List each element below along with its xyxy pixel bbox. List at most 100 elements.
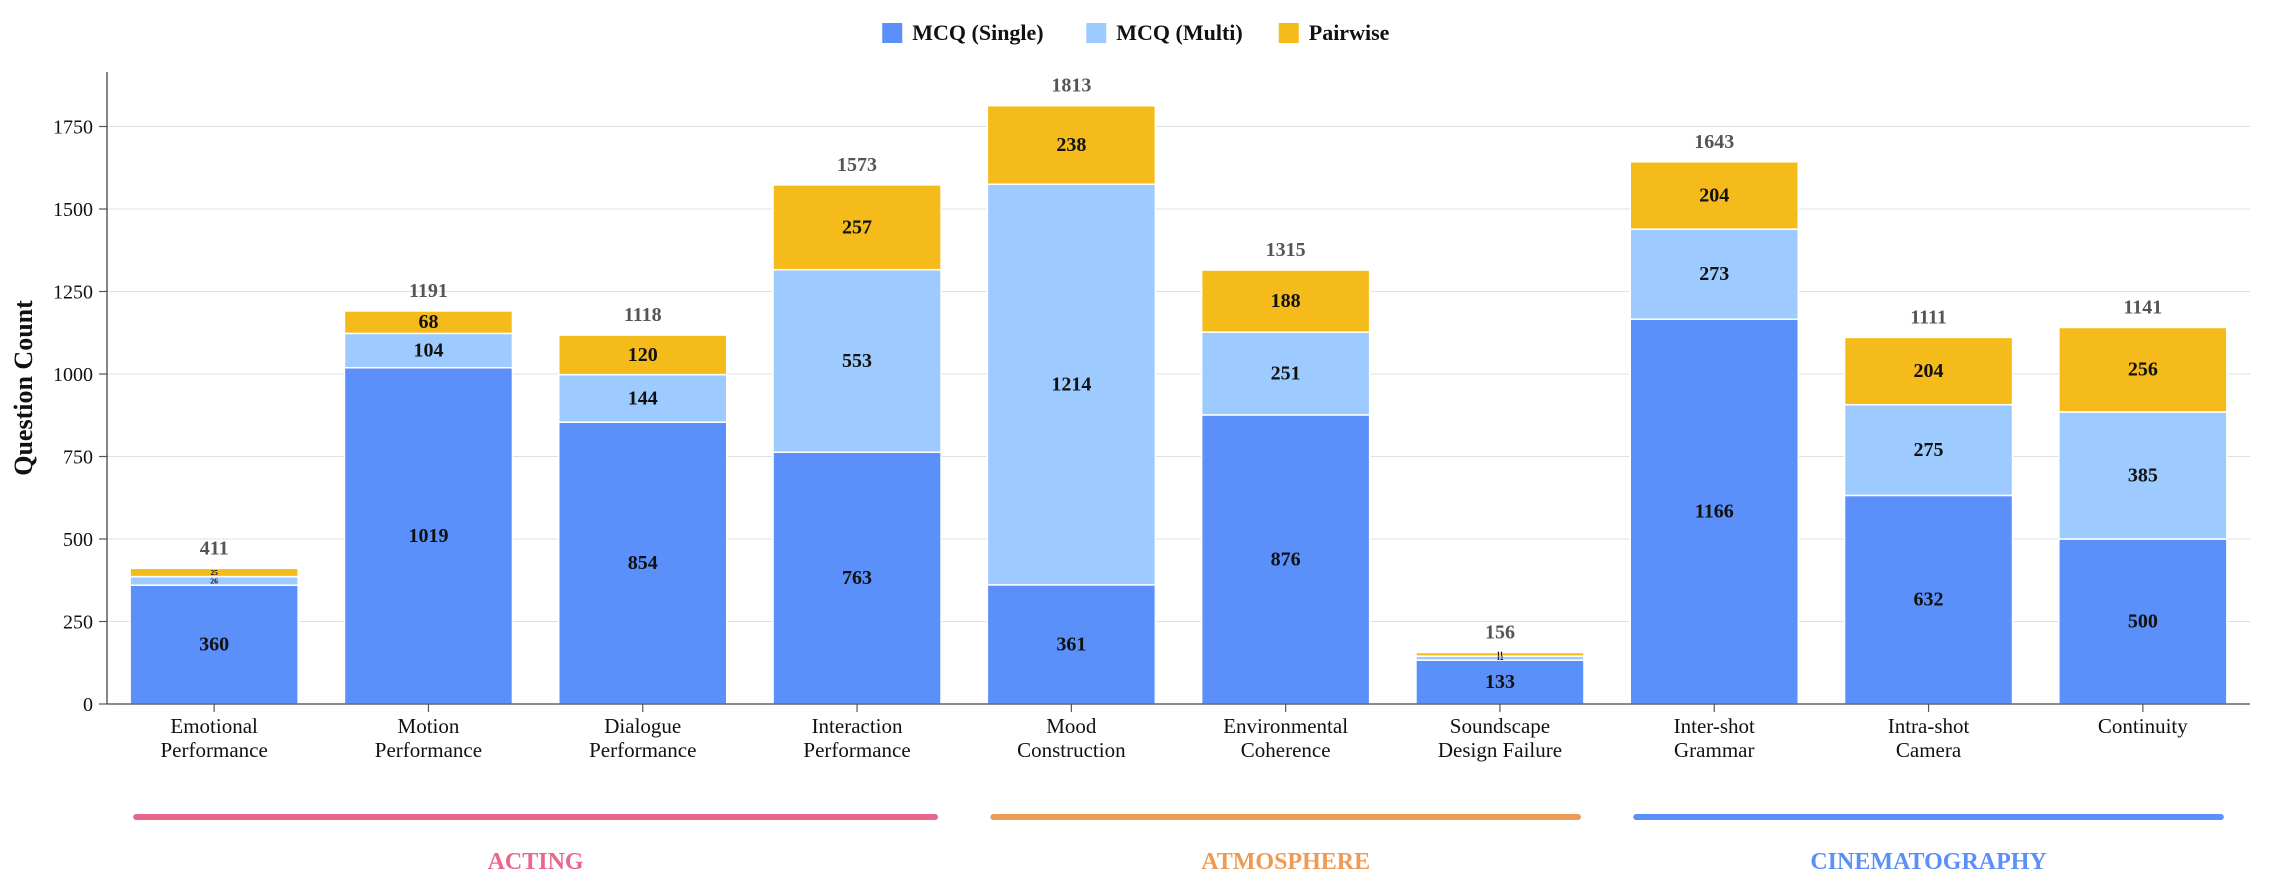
bar-segment (1629, 228, 1799, 320)
bar-total-label: 1813 (1051, 75, 1091, 97)
x-tick-label-line: Performance (589, 738, 696, 762)
x-tick-label-line: Intra-shot (1888, 714, 1970, 738)
legend-label: MCQ (Single) (912, 20, 1043, 45)
x-tick-label: Soundscape Design Failure (1438, 714, 1562, 762)
bar-total-label: 1141 (2123, 296, 2162, 318)
x-tick-label-line: Performance (803, 738, 910, 762)
x-tick-label: Environmental Coherence (1223, 714, 1348, 762)
segment-value-label: 251 (1271, 363, 1301, 385)
segment-value-label: 257 (842, 216, 872, 238)
segment-value-label: 1166 (1695, 501, 1734, 523)
y-tick-label: 250 (63, 612, 93, 634)
x-tick-label: Motion Performance (375, 714, 482, 762)
legend-label: Pairwise (1309, 20, 1390, 45)
chart-legend: MCQ (Single) MCQ (Multi) Pairwise (882, 20, 1390, 45)
x-tick-label-line: Interaction (812, 714, 903, 738)
bar-segment (343, 366, 514, 705)
bar-total-label: 411 (200, 537, 229, 559)
y-tick-label: 1000 (53, 364, 93, 386)
x-tick-label-line: Coherence (1241, 738, 1331, 762)
segment-value-label: 763 (842, 567, 872, 589)
group-label: ACTING (488, 849, 584, 875)
segment-value-label: 1019 (408, 525, 448, 547)
segment-value-label: 275 (1914, 439, 1944, 461)
segment-value-label: 632 (1914, 589, 1944, 611)
segment-value-label: 360 (199, 634, 229, 656)
segment-value-label: 1214 (1051, 374, 1091, 396)
bar-segment (129, 567, 299, 578)
segment-value-label: 553 (842, 350, 872, 372)
bar-segment (772, 184, 942, 271)
bar-segment (1200, 269, 1371, 333)
x-tick-label-line: Continuity (2098, 714, 2188, 738)
category-groups: ACTING ATMOSPHERE CINEMATOGRAPHY (133, 814, 2224, 875)
legend-swatch (1278, 23, 1299, 43)
y-axis-label: Question Count (9, 300, 38, 476)
bar-segment (343, 310, 514, 335)
bar-segment (772, 451, 942, 705)
x-tick-label: Continuity (2098, 714, 2188, 738)
segment-value-label: 120 (628, 344, 658, 366)
group-label: CINEMATOGRAPHY (1810, 849, 2046, 875)
bar-total-label: 1191 (409, 280, 448, 302)
x-tick-label: Inter-shot Grammar (1674, 714, 1755, 762)
segment-value-label: 68 (418, 311, 438, 333)
segment-value-label: 385 (2128, 464, 2158, 486)
bar-segment (1843, 336, 2014, 406)
bar-total-label: 156 (1485, 622, 1515, 644)
segment-value-label: 204 (1699, 184, 1729, 206)
x-tick-label-line: Dialogue (604, 714, 681, 738)
bar-segment (2058, 411, 2228, 540)
x-tick-label-line: Emotional (170, 714, 258, 738)
bar-total-label: 1111 (1910, 306, 1947, 328)
y-tick-label: 1250 (53, 282, 93, 304)
segment-value-label: 133 (1485, 671, 1515, 693)
x-tick-label-line: Camera (1896, 738, 1962, 762)
segment-value-label: 188 (1271, 290, 1301, 312)
bar-segment (986, 104, 1157, 185)
bar-segment (1629, 318, 1799, 705)
y-tick-label: 1500 (53, 199, 93, 221)
bar-segment (2058, 538, 2228, 705)
bar-segment (772, 268, 942, 453)
x-tick-label-line: Inter-shot (1674, 714, 1755, 738)
segment-value-label: 500 (2128, 611, 2158, 633)
segment-value-label: 238 (1056, 134, 1086, 156)
x-tick-label-line: Performance (161, 738, 268, 762)
x-tick-label: Dialogue Performance (589, 714, 696, 762)
bar-segment (1415, 659, 1585, 705)
legend-label: MCQ (Multi) (1116, 20, 1242, 45)
bar-segment (2058, 326, 2228, 413)
x-tick-label-line: Soundscape (1450, 714, 1550, 738)
y-tick-label: 0 (83, 694, 93, 716)
bar-segment (558, 373, 728, 423)
y-tick-label: 500 (63, 529, 93, 551)
x-tick-label: Interaction Performance (803, 714, 910, 762)
bar-segment (986, 183, 1157, 586)
group-label: ATMOSPHERE (1201, 849, 1370, 875)
bar-total-label: 1118 (624, 304, 662, 326)
x-tick-label-line: Environmental (1223, 714, 1348, 738)
x-tick-label-line: Design Failure (1438, 738, 1562, 762)
bar-segment (558, 334, 728, 376)
segment-value-label: 256 (2128, 359, 2158, 381)
segment-value-label: 12 (1496, 654, 1504, 662)
bar-segment (1200, 331, 1371, 416)
bar-segment (1843, 403, 2014, 497)
bar-segment (1629, 161, 1799, 230)
x-tick-label-line: Performance (375, 738, 482, 762)
segment-value-label: 876 (1271, 548, 1301, 570)
segment-value-label: 104 (413, 340, 443, 362)
segment-value-label: 25 (210, 568, 218, 577)
segment-value-label: 144 (628, 387, 658, 409)
y-tick-label: 750 (63, 447, 93, 469)
segment-value-label: 854 (628, 552, 658, 574)
x-tick-label-line: Construction (1017, 738, 1126, 762)
bar-segment (1200, 414, 1371, 705)
bar-total-label: 1573 (837, 154, 877, 176)
segment-value-label: 26 (210, 576, 218, 585)
legend-swatch (882, 23, 903, 43)
